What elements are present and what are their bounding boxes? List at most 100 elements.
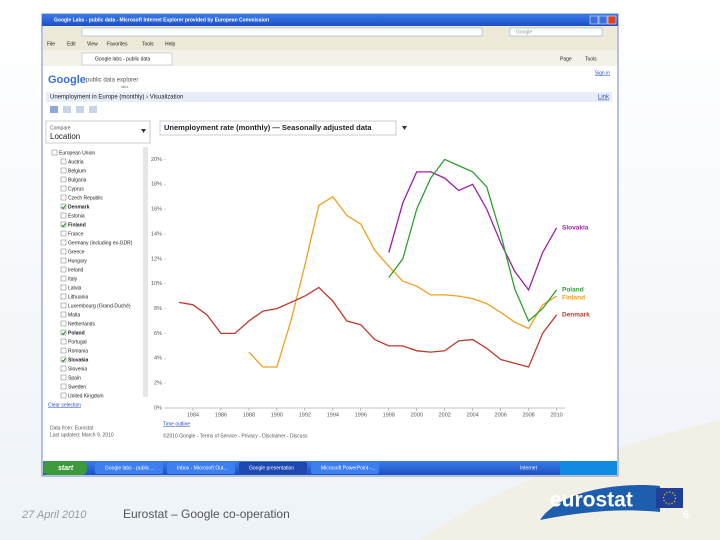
checkbox[interactable] [60, 320, 67, 327]
checkbox[interactable] [60, 302, 67, 309]
menu-item[interactable]: Help [165, 41, 176, 47]
task-button[interactable] [311, 462, 379, 474]
location-label[interactable]: Slovakia [68, 357, 89, 363]
tools-menu[interactable]: Tools [585, 56, 597, 62]
chart-type-icon[interactable] [89, 106, 97, 113]
location-label[interactable]: United Kingdom [68, 393, 104, 399]
checkbox[interactable] [60, 266, 67, 273]
location-label[interactable]: Belgium [68, 168, 86, 174]
compare-box[interactable] [45, 120, 151, 144]
location-label[interactable]: Germany (including ex-GDR) [68, 240, 133, 246]
location-label[interactable]: Hungary [68, 258, 87, 264]
checkbox[interactable] [60, 239, 67, 246]
checkbox[interactable] [60, 365, 67, 372]
location-label[interactable]: Estonia [68, 213, 85, 219]
task-button[interactable] [95, 462, 163, 474]
sign-in[interactable]: Sign in [595, 70, 611, 76]
x-tick-label: 1986 [215, 412, 227, 418]
checkbox[interactable] [60, 167, 67, 174]
search-placeholder: Google [516, 29, 532, 35]
location-label[interactable]: Poland [68, 330, 85, 336]
task-button[interactable] [167, 462, 235, 474]
location-label[interactable]: Spain [68, 375, 81, 381]
checkbox[interactable] [60, 257, 67, 264]
close-button[interactable] [607, 15, 617, 25]
checkbox[interactable] [60, 158, 67, 165]
menu-item[interactable]: Favorites [107, 41, 128, 47]
chart-header-box[interactable] [159, 120, 397, 136]
checkbox[interactable] [60, 275, 67, 282]
location-label[interactable]: France [68, 231, 84, 237]
y-tick-label: 0% [154, 405, 162, 411]
clear-selection[interactable]: Clear selection [48, 402, 81, 408]
checkbox[interactable] [60, 383, 67, 390]
location-label[interactable]: Sweden [68, 384, 86, 390]
task-label: Microsoft PowerPoint -... [321, 465, 375, 471]
checkbox[interactable] [51, 149, 58, 156]
checkbox[interactable] [60, 185, 67, 192]
chart-type-icon[interactable] [50, 106, 58, 113]
location-label[interactable]: Luxembourg (Grand-Duché) [68, 303, 131, 309]
maximize-button[interactable] [598, 15, 608, 25]
checkbox[interactable] [60, 212, 67, 219]
checkbox[interactable] [60, 338, 67, 345]
time-outline[interactable]: Time outline [163, 421, 190, 427]
chart-type-icon[interactable] [76, 106, 84, 113]
task-button[interactable] [239, 462, 307, 474]
location-label[interactable]: Ireland [68, 267, 84, 273]
menu-item[interactable]: Edit [67, 41, 76, 47]
window-title: Google Labs - public data - Microsoft In… [54, 17, 269, 23]
menu-bar [43, 38, 617, 50]
product-name: public data explorer [86, 78, 138, 84]
location-label[interactable]: Malta [68, 312, 80, 318]
location-label[interactable]: Czech Republic [68, 195, 104, 201]
chart-type-icon[interactable] [63, 106, 71, 113]
labs-label: labs [121, 84, 128, 89]
checkbox[interactable] [60, 194, 67, 201]
start-button[interactable] [43, 461, 87, 475]
checkbox[interactable] [60, 230, 67, 237]
series-label: Finland [562, 295, 585, 302]
slide-title: Eurostat – Google co-operation [123, 507, 290, 521]
eurostat-logo: eurostat [550, 489, 633, 512]
menu-item[interactable]: File [47, 41, 55, 47]
checkbox[interactable] [60, 374, 67, 381]
tab[interactable] [81, 52, 173, 66]
location-label[interactable]: Portugal [68, 339, 87, 345]
location-label[interactable]: Latvia [68, 285, 82, 291]
location-label[interactable]: Greece [68, 249, 85, 255]
checkbox[interactable] [60, 311, 67, 318]
menu-item[interactable]: Tools [142, 41, 154, 47]
checkbox[interactable] [60, 284, 67, 291]
location-label[interactable]: Lithuania [68, 294, 89, 300]
location-label[interactable]: Slovenia [68, 366, 87, 372]
search-field[interactable] [509, 27, 603, 37]
checkbox[interactable] [60, 248, 67, 255]
dropdown-arrow [402, 126, 407, 130]
x-tick-label: 2004 [467, 412, 479, 418]
x-tick-label: 1988 [243, 412, 255, 418]
location-label[interactable]: Cyprus [68, 186, 84, 192]
dropdown-arrow [141, 129, 146, 133]
location-label[interactable]: Italy [68, 276, 78, 282]
location-label[interactable]: Finland [68, 222, 86, 228]
location-label[interactable]: Austria [68, 159, 84, 165]
page-menu[interactable]: Page [560, 56, 572, 62]
checkbox[interactable] [60, 392, 67, 399]
title-bar [42, 14, 618, 26]
location-label[interactable]: European Union [59, 150, 95, 156]
location-label[interactable]: Romania [68, 348, 88, 354]
checkbox[interactable] [60, 293, 67, 300]
compare-label: Compare [50, 125, 71, 131]
checkbox[interactable] [60, 347, 67, 354]
link[interactable]: Link [598, 95, 610, 101]
location-label[interactable]: Netherlands [68, 321, 95, 327]
minimize-button[interactable] [589, 15, 599, 25]
checkmark [61, 331, 66, 336]
location-label[interactable]: Bulgaria [68, 177, 87, 183]
checkbox[interactable] [60, 176, 67, 183]
address-field[interactable] [81, 27, 483, 37]
location-label[interactable]: Denmark [68, 204, 90, 210]
menu-item[interactable]: View [87, 41, 98, 47]
browser-window [41, 13, 619, 477]
